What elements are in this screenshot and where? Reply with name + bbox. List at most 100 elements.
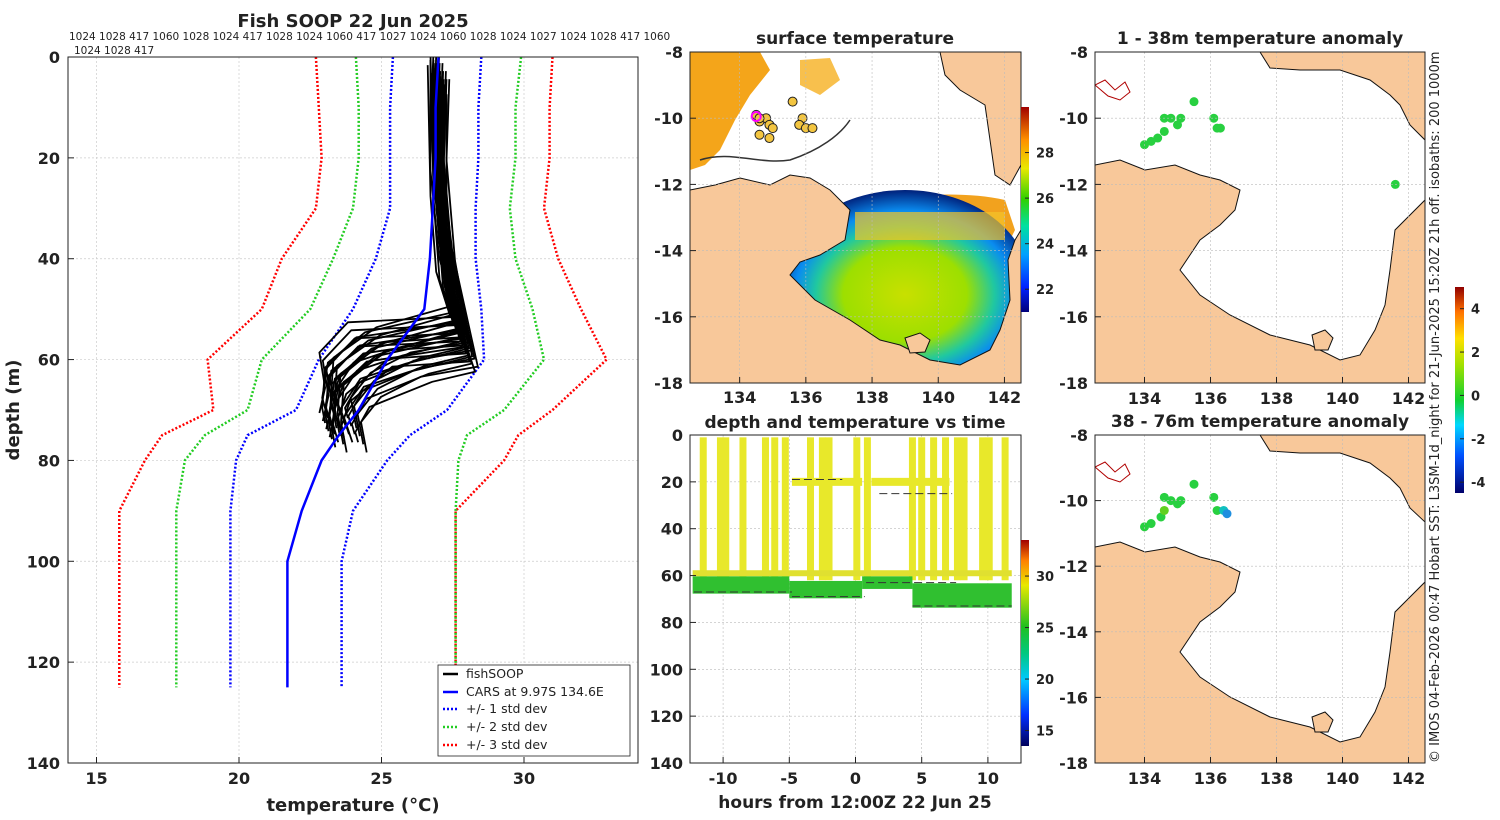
std2-low-line [175,57,360,688]
sst-cloud-sst-northwest [690,52,770,170]
sst-stations [750,96,818,144]
sst-colorbar-label: 26 [1036,192,1054,207]
sst-ytick-label: -16 [654,308,683,327]
anomaly-lower-axes-frame [1094,434,1426,764]
depth-time-dive [716,437,724,581]
profile-ytick-label: 20 [38,149,60,168]
sst-colorbar-label: 22 [1036,283,1054,298]
legend-fishsoop-label: fishSOOP [466,666,524,681]
profile-axes-frame [67,56,639,764]
depth-time-colorbar-label: 15 [1036,725,1054,740]
depth-time-panel: depth and temperature vs time -10 -5 0 5 100… [650,413,1055,813]
profile-xlabel: temperature (°C) [266,795,439,816]
anomaly-upper-point [1153,133,1163,143]
anomaly-upper-point [1189,97,1199,107]
anomaly-upper-coast-red [1095,79,1131,101]
anomaly-upper-ytick-label: -8 [1070,43,1088,62]
anomaly-lower-xtick-label: 140 [1326,769,1359,788]
sst-ytick-label: -8 [665,43,683,62]
sst-isobath [699,119,851,162]
profile-title: Fish SOOP 22 Jun 2025 [237,11,468,32]
depth-time-bottom [862,576,913,589]
anomaly-lower-map [1095,435,1425,763]
anomaly-upper-xtick-label: 134 [1128,389,1161,408]
anomaly-upper-land-north [1259,52,1425,141]
profile-ytick-label: 100 [27,552,60,571]
sst-colorbar [1021,107,1029,312]
depth-time-upper-band [692,570,1012,577]
anomaly-upper-ytick-label: -18 [1059,374,1088,393]
anomaly-colorbar [1455,287,1464,493]
sst-colorbar-ticks: 22 24 26 28 [1025,147,1054,298]
depth-time-dive [953,437,961,581]
anomaly-colorbar-label: 2 [1471,346,1480,361]
profile-ytick-label: 0 [49,48,60,67]
anomaly-lower-xtick-label: 142 [1392,769,1425,788]
depth-time-bottom [789,580,863,599]
anomaly-upper-axes-frame [1094,51,1426,384]
anomaly-colorbar-label: -4 [1471,476,1485,491]
std3-high-line [454,57,609,688]
sst-land-south [690,174,1021,383]
anomaly-upper-xtick-label: 142 [1392,389,1425,408]
sst-ytick-label: -10 [654,109,683,128]
anomaly-upper-ytick-label: -12 [1059,175,1088,194]
anomaly-upper-point [1209,113,1219,123]
anomaly-lower-ticks: 134 136 138 140 142 -8 -10 -12 -14 -16 -18 [1059,426,1425,788]
depth-time-bottom [692,576,790,594]
sst-xtick-label: 136 [789,388,822,407]
cars-mean-line [286,57,440,688]
depth-time-dive [771,437,779,581]
anomaly-lower-point [1159,505,1169,515]
anomaly-lower-point [1212,505,1222,515]
anomaly-upper-xtick-label: 140 [1326,389,1359,408]
anomaly-upper-ytick-label: -10 [1059,109,1088,128]
anomaly-upper-title: 1 - 38m temperature anomaly [1117,29,1403,49]
anomaly-colorbar-ticks: -4 -2 0 2 4 [1460,303,1485,491]
depth-time-xtick-label: -10 [709,769,738,788]
sst-cloud-sst-north [800,58,840,95]
profile-ytick-label: 80 [38,451,60,470]
sst-island [904,332,931,354]
profile-ytick-label: 40 [38,250,60,269]
profile-xtick-label: 30 [513,769,535,788]
std2-high-line [454,57,546,688]
profile-ytick-label: 120 [27,653,60,672]
profile-legend: fishSOOP CARS at 9.97S 134.6E +/- 1 std … [437,664,631,757]
depth-time-dive [699,437,707,581]
std1-high-line [340,57,486,688]
fishsoop-profile [321,57,455,419]
depth-time-dive [739,437,747,581]
anomaly-upper-map [1095,52,1425,383]
profile-panel: Fish SOOP 22 Jun 2025 1024 1028 417 1060… [3,11,670,816]
depth-time-xtick-label: 10 [977,769,999,788]
anomaly-upper-xtick-label: 136 [1194,389,1227,408]
depth-time-ytick-label: 40 [661,520,683,539]
depth-time-dive [979,437,987,581]
fishsoop-profile [331,79,465,443]
sst-panel: surface temperature 134 136 138 140 142 -8 -10… [654,29,1054,407]
anomaly-lower-point [1189,479,1199,489]
depth-time-plateau [871,477,950,486]
profile-xtick-label: 25 [370,769,392,788]
depth-time-title: depth and temperature vs time [705,413,1006,433]
profile-ytick-label: 60 [38,351,60,370]
sst-ytick-label: -18 [654,374,683,393]
depth-time-plateau [791,477,863,486]
depth-time-colorbar-ticks: 15 20 25 30 [1025,570,1054,740]
depth-time-dive [863,437,871,581]
anomaly-lower-ytick-label: -16 [1059,688,1088,707]
anomaly-lower-ytick-label: -12 [1059,557,1088,576]
sst-ticks: 134 136 138 140 142 -8 -10 -12 -14 -16 -18 [654,43,1021,407]
depth-time-dive [825,437,833,581]
sst-station-marker [764,133,775,144]
sst-warm-upper [855,212,1005,240]
depth-time-bottom [912,583,1012,608]
anomaly-upper-point [1166,113,1176,123]
depth-time-dive [908,437,916,581]
depth-time-dive [781,437,789,581]
anomaly-upper-land-south [1095,159,1425,383]
anomaly-lower-xtick-label: 138 [1260,769,1293,788]
legend-std1-label: +/- 1 std dev [466,701,548,716]
